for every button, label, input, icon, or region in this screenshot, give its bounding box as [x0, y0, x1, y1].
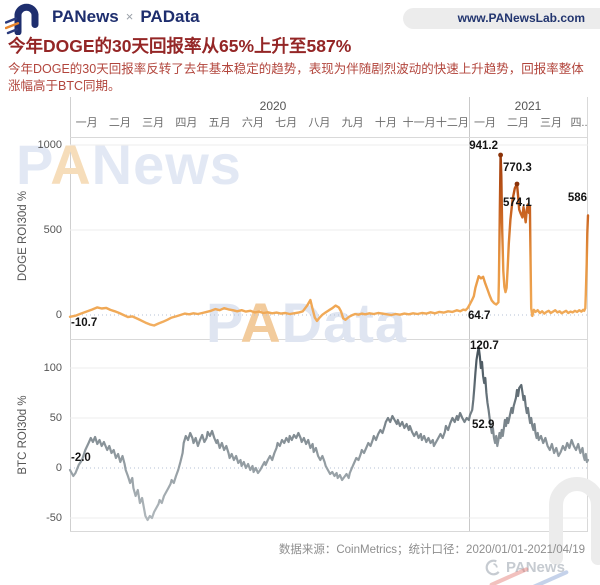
data-source-note: 数据来源：CoinMetrics；统计口径：2020/01/01-2021/04… [278, 544, 585, 556]
watermark-panews: PANews [16, 133, 242, 196]
page-title: 今年DOGE的30天回报率从65%上升至587% [8, 36, 352, 56]
watermark-padata: PAData [206, 291, 407, 354]
peak-marker [514, 181, 520, 187]
brand-separator-icon: × [125, 9, 134, 24]
panews-swirl-icon [485, 559, 502, 576]
brand-text: PANews × PAData [52, 7, 200, 27]
btc-roi-line [68, 346, 590, 522]
btc-axis-title: BTC ROI30d % [17, 395, 29, 474]
page-subtitle: 今年DOGE的30天回报率反转了去年基本稳定的趋势，表现为伴随剧烈波动的快速上升… [8, 62, 584, 93]
arch-watermark-icon [549, 477, 600, 565]
footer-watermark-text: PANews [506, 559, 565, 576]
doge-roi-line [68, 153, 590, 327]
chart-series-layer [68, 152, 590, 522]
header-bar: PANews × PAData www.PANewsLab.com [0, 0, 600, 35]
doge-axis-title: DOGE ROI30d % [17, 191, 29, 281]
panews-logo-icon [5, 3, 39, 35]
website-url: www.PANewsLab.com [402, 8, 600, 29]
chart-grid-layer [70, 97, 588, 532]
brand-panews: PANews [52, 7, 119, 26]
peak-marker [498, 152, 503, 158]
brand-padata: PAData [140, 7, 200, 26]
footer-watermark-logo: PANews [484, 558, 565, 577]
